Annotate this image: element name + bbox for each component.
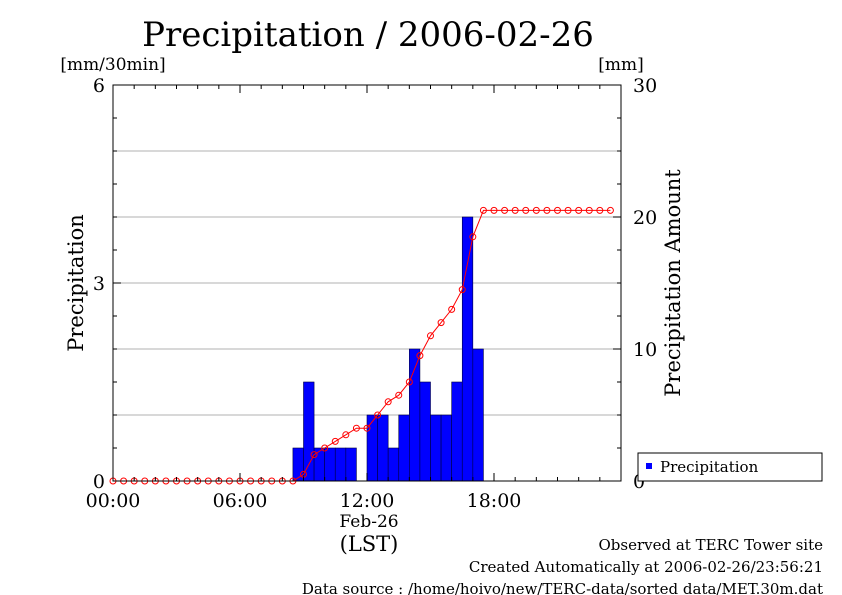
legend-entry-precipitation: Precipitation (660, 458, 759, 476)
amount-point (479, 206, 487, 214)
legend-swatch (646, 463, 652, 469)
chart-title: Precipitation / 2006-02-26 (142, 15, 594, 55)
amount-point (352, 424, 360, 432)
amount-point (458, 286, 466, 294)
amount-point (606, 206, 614, 214)
right-axis-title: Precipitation Amount (661, 169, 685, 397)
left-tick-label: 3 (93, 273, 105, 295)
amount-point (363, 424, 371, 432)
precipitation-amount-line (109, 206, 614, 485)
left-axis-unit: [mm/30min] (60, 55, 165, 75)
precipitation-bar (451, 381, 463, 482)
precipitation-bar (292, 447, 304, 482)
x-tick-label: 12:00 (340, 490, 395, 512)
amount-point (331, 437, 339, 445)
x-date-label: Feb-26 (339, 512, 398, 532)
precipitation-bar (461, 216, 474, 482)
precipitation-bar (303, 381, 315, 482)
precipitation-bar (334, 447, 347, 482)
amount-point (469, 233, 477, 241)
footer-observed: Observed at TERC Tower site (598, 536, 823, 554)
amount-point (543, 206, 551, 214)
precipitation-bar (366, 414, 378, 482)
amount-point (427, 332, 434, 340)
amount-point (585, 206, 593, 214)
amount-point (596, 206, 604, 214)
legend-box (637, 452, 823, 482)
amount-point (511, 206, 519, 214)
precipitation-bar (398, 414, 410, 482)
amount-polyline (113, 209, 611, 482)
amount-point (564, 206, 572, 214)
left-tick-label: 0 (93, 471, 105, 493)
left-tick-label: 6 (93, 75, 105, 97)
footer-source: Data source : /home/hoivo/new/TERC-data/… (302, 580, 823, 595)
amount-point (374, 411, 382, 419)
precipitation-bars (292, 216, 484, 482)
precipitation-bar (345, 447, 357, 482)
amount-point (384, 398, 392, 406)
amount-point (522, 206, 530, 214)
amount-point (395, 391, 403, 399)
legend: Precipitation (637, 452, 823, 482)
amount-point (405, 378, 413, 386)
amount-point (501, 206, 509, 214)
left-axis-title: Precipitation (64, 214, 88, 352)
amount-point (490, 206, 498, 214)
amount-point (448, 305, 456, 313)
amount-point (416, 352, 424, 360)
precipitation-bar (387, 447, 400, 482)
grid-lines (113, 150, 621, 416)
amount-point (342, 431, 350, 439)
x-tick-label: 18:00 (467, 490, 522, 512)
right-tick-label: 20 (633, 207, 657, 229)
precipitation-bar (472, 348, 484, 482)
amount-point (321, 444, 329, 452)
precipitation-bar (440, 414, 452, 482)
precipitation-bar (313, 447, 325, 482)
x-tick-label: 06:00 (213, 490, 268, 512)
right-axis-unit: [mm] (598, 55, 644, 75)
precipitation-bar (430, 414, 442, 482)
amount-point (437, 319, 445, 327)
precipitation-bar (377, 414, 389, 482)
amount-point (532, 206, 540, 214)
amount-point (554, 206, 561, 214)
amount-point (575, 206, 583, 214)
right-tick-label: 10 (633, 339, 657, 361)
right-tick-label: 30 (633, 75, 657, 97)
precipitation-bar (324, 447, 336, 482)
amount-point (310, 451, 318, 459)
precipitation-bar (419, 381, 431, 482)
footer-created: Created Automatically at 2006-02-26/23:5… (469, 558, 823, 576)
x-tick-label: 00:00 (86, 490, 141, 512)
x-timezone-label: (LST) (340, 532, 399, 556)
